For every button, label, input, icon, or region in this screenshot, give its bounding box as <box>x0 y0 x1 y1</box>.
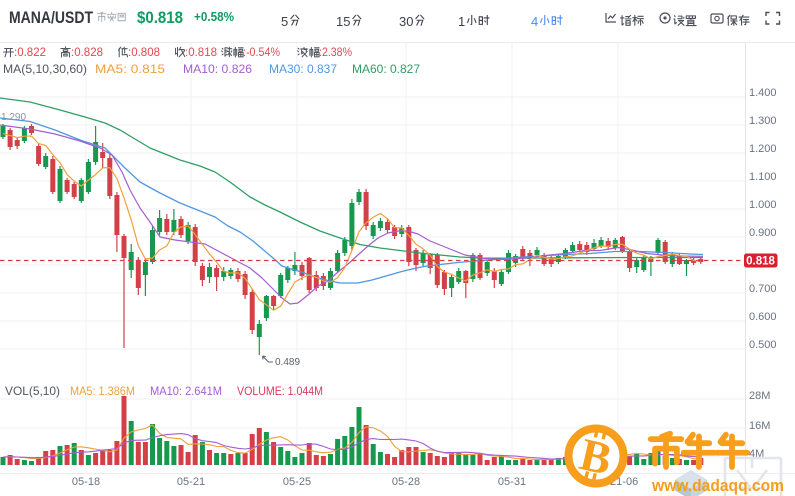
svg-text:05-31: 05-31 <box>498 476 526 488</box>
svg-text:1.300: 1.300 <box>749 115 777 127</box>
svg-text:1.290: 1.290 <box>1 112 26 123</box>
svg-text:0.600: 0.600 <box>749 311 777 323</box>
svg-text:1.100: 1.100 <box>749 171 777 183</box>
svg-text:1: 1 <box>458 14 465 29</box>
svg-text:www.dadaqq.com: www.dadaqq.com <box>651 477 784 495</box>
svg-text::0.808: :0.808 <box>128 45 160 59</box>
svg-text:0.700: 0.700 <box>749 283 777 295</box>
svg-text:28M: 28M <box>749 390 770 402</box>
svg-text:MA10: 2.641M: MA10: 2.641M <box>150 384 222 398</box>
svg-text:0.818: 0.818 <box>746 256 775 268</box>
svg-text:15: 15 <box>336 14 350 29</box>
svg-text:MANA/USDT: MANA/USDT <box>9 8 94 27</box>
svg-text::2.38%: :2.38% <box>319 45 352 59</box>
svg-text:MA10: 0.826: MA10: 0.826 <box>183 62 252 76</box>
svg-text:0.500: 0.500 <box>749 339 777 351</box>
svg-text:MA5: 0.815: MA5: 0.815 <box>95 62 165 76</box>
svg-text:1.000: 1.000 <box>749 199 777 211</box>
svg-text:05-18: 05-18 <box>72 476 100 488</box>
svg-text::0.822: :0.822 <box>14 45 46 59</box>
svg-text:VOL(5,10): VOL(5,10) <box>5 384 60 398</box>
svg-text:MA60: 0.827: MA60: 0.827 <box>352 62 420 76</box>
svg-text:+0.58%: +0.58% <box>194 10 234 24</box>
svg-text:05-28: 05-28 <box>392 476 420 488</box>
svg-text:0.900: 0.900 <box>749 227 777 239</box>
svg-text:4: 4 <box>531 14 538 29</box>
svg-text:MA30: 0.837: MA30: 0.837 <box>269 62 337 76</box>
svg-text:$0.818: $0.818 <box>137 8 183 27</box>
svg-text:0.489: 0.489 <box>275 357 300 368</box>
svg-text:MA(5,10,30,60): MA(5,10,30,60) <box>3 62 87 76</box>
svg-text:5: 5 <box>281 14 288 29</box>
svg-text::-0.54%: :-0.54% <box>243 45 280 59</box>
svg-text:05-25: 05-25 <box>283 476 311 488</box>
svg-text::0.828: :0.828 <box>71 45 103 59</box>
svg-text:1.200: 1.200 <box>749 143 777 155</box>
svg-text:30: 30 <box>399 14 413 29</box>
svg-text:VOLUME: 1.044M: VOLUME: 1.044M <box>237 384 323 398</box>
svg-text:05-21: 05-21 <box>177 476 205 488</box>
svg-text:1.400: 1.400 <box>749 87 777 99</box>
svg-text:16M: 16M <box>749 420 770 432</box>
svg-text::0.818: :0.818 <box>185 45 217 59</box>
svg-text:MA5: 1.386M: MA5: 1.386M <box>70 384 135 398</box>
